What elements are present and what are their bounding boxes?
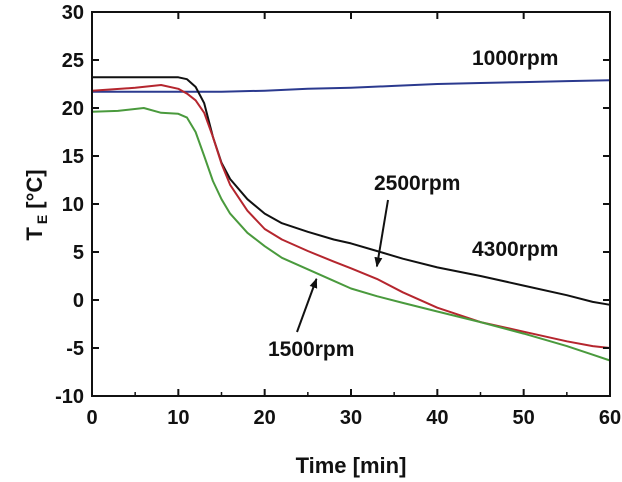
annotation-layer: 1000rpm 4300rpm 2500rpm 1500rpm [268, 47, 558, 361]
y-tick-label: 20 [62, 98, 84, 120]
x-tick-label: 0 [86, 407, 97, 429]
y-tick-label: 0 [73, 290, 84, 312]
annotation-4300rpm: 4300rpm [472, 238, 558, 261]
x-tick-label: 30 [340, 407, 362, 429]
y-tick-label: -10 [55, 386, 84, 408]
y-axis-title-unit: [°C] [22, 169, 47, 214]
y-tick-label: 10 [62, 194, 84, 216]
ticks-layer: 0 10 20 30 40 50 60 -10 -5 0 5 10 15 20 25 30 [55, 2, 621, 429]
series-line-1000rpm [92, 79, 611, 93]
series-line-4300rpm [92, 76, 611, 306]
y-axis-title-subscript: E [34, 215, 50, 224]
series-layer [91, 76, 611, 362]
x-tick-label: 40 [426, 407, 448, 429]
y-tick-label: 30 [62, 2, 84, 24]
x-tick-label: 10 [167, 407, 189, 429]
x-tick-label: 20 [254, 407, 276, 429]
x-tick-label: 50 [513, 407, 535, 429]
series-line-2500rpm [91, 84, 611, 349]
annotation-2500rpm: 2500rpm [374, 172, 460, 195]
annotation-arrow-1500rpm [296, 277, 318, 333]
series-line-1500rpm [91, 107, 611, 362]
y-tick-label: 5 [73, 242, 84, 264]
y-axis-title-main: T [22, 227, 47, 241]
annotation-arrow-2500rpm [374, 199, 389, 268]
y-axis-title: TE [°C] [22, 169, 50, 240]
y-tick-label: 15 [62, 146, 84, 168]
annotation-1000rpm: 1000rpm [472, 47, 558, 70]
annotation-1500rpm: 1500rpm [268, 338, 354, 361]
x-axis-title: Time [min] [296, 453, 407, 478]
x-tick-label: 60 [599, 407, 621, 429]
y-tick-label: -5 [66, 338, 84, 360]
y-tick-label: 25 [62, 50, 84, 72]
